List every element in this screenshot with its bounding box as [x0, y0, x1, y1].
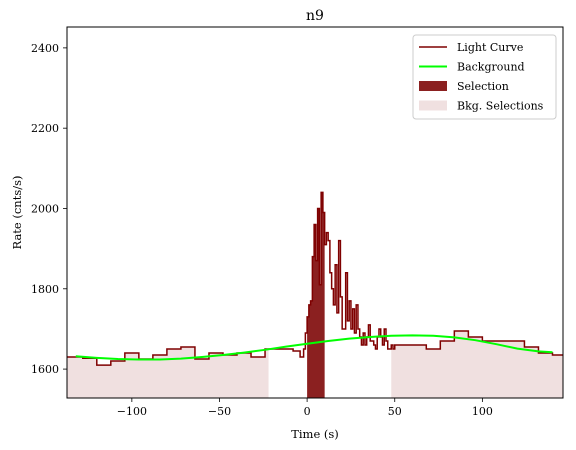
legend-label: Bkg. Selections	[457, 100, 544, 113]
legend: Light Curve Background Selection Bkg. Selec…	[412, 34, 557, 120]
x-tick-label: −50	[208, 405, 231, 418]
background-line	[75, 334, 553, 361]
y-tick-label: 1600	[31, 363, 59, 376]
plot-content	[67, 191, 563, 398]
selection-area	[307, 192, 325, 398]
x-tick-label: −100	[117, 405, 147, 418]
y-tick-label: 2200	[31, 122, 59, 135]
plot-frame	[66, 26, 564, 399]
legend-light-curve: Light Curve	[419, 41, 523, 54]
y-tick-label: 2400	[31, 42, 59, 55]
light-curve-line	[67, 191, 563, 366]
axis-ticks: −100 −50 0 50 100 1600 1800 2000 2200 2400	[31, 42, 493, 418]
legend-swatch	[419, 81, 447, 91]
x-tick-label: 0	[304, 405, 311, 418]
x-tick-label: 50	[388, 405, 402, 418]
chart-title: n9	[306, 8, 324, 24]
bkg-selection-area	[67, 347, 269, 398]
legend-selection: Selection	[419, 80, 509, 93]
legend-bkg-selections: Bkg. Selections	[419, 100, 544, 113]
legend-box	[412, 34, 557, 120]
plot-area	[67, 191, 563, 398]
x-axis-label: Time (s)	[291, 427, 339, 441]
y-tick-label: 2000	[31, 202, 59, 215]
legend-label: Selection	[457, 80, 509, 93]
y-axis-label: Rate (cnts/s)	[10, 176, 24, 250]
x-tick-label: 100	[472, 405, 493, 418]
bkg-selection-area	[391, 330, 563, 398]
legend-swatch	[419, 100, 447, 111]
legend-label: Light Curve	[457, 41, 523, 54]
y-tick-label: 1800	[31, 283, 59, 296]
legend-label: Background	[457, 61, 525, 74]
legend-background: Background	[419, 61, 525, 74]
